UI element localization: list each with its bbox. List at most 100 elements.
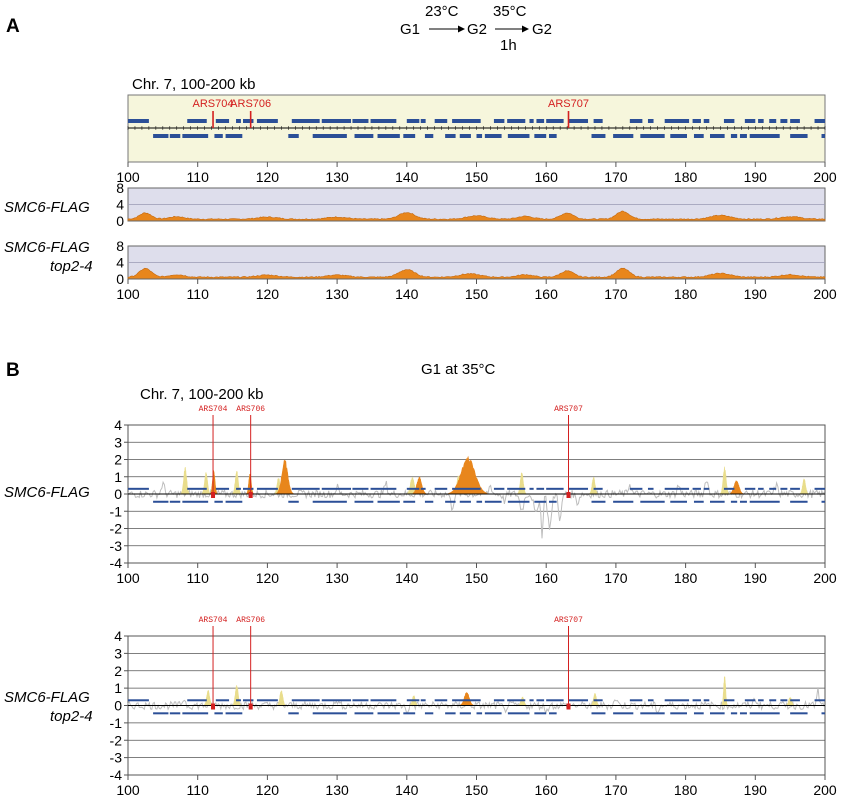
gene-crick: [730, 712, 738, 715]
smc6-flag-top2-4-ratio-plot: -4-3 -2-10 12 34 ARS704 ARS706 ARS707 100 110 120…: [110, 616, 837, 798]
gene-crick: [534, 500, 547, 503]
x-tick-label: 160: [535, 782, 559, 798]
gene-watson: [703, 699, 710, 702]
x-tick-label: 200: [813, 782, 837, 798]
x-tick-label: 100: [116, 570, 140, 586]
enriched-region-minor: [180, 466, 190, 495]
gene-crick: [403, 134, 416, 138]
gene-watson: [568, 699, 589, 702]
ars-origin-dot: [248, 703, 253, 710]
gene-watson: [370, 119, 397, 123]
x-tick-label: 120: [256, 782, 280, 798]
track-a2-label-line1: SMC6-FLAG: [4, 239, 90, 256]
enriched-region-minor: [785, 696, 795, 706]
y-tick-label: 0: [116, 271, 124, 287]
x-tick-label: 150: [465, 570, 489, 586]
coverage-area: [127, 210, 826, 222]
x-tick-label: 130: [325, 286, 349, 302]
gene-watson: [629, 487, 643, 490]
y-tick-label: -2: [110, 521, 123, 537]
gene-crick: [613, 712, 634, 715]
x-tick-label: 110: [187, 169, 210, 185]
ars-origin-dot: [211, 492, 216, 498]
gene-watson: [546, 119, 564, 123]
gene-crick: [693, 500, 704, 503]
scheme-g2-first: G2: [467, 21, 487, 38]
gene-crick: [670, 134, 687, 138]
gene-watson: [723, 699, 735, 702]
y-tick-label: 4: [116, 255, 124, 271]
gene-watson: [780, 699, 788, 702]
gene-watson: [493, 119, 505, 123]
gene-crick: [424, 500, 434, 503]
gene-crick: [548, 712, 557, 715]
y-tick-label: 3: [114, 645, 122, 661]
enriched-region-minor: [720, 466, 730, 495]
gene-watson: [703, 119, 710, 123]
gene-watson: [568, 119, 589, 123]
panel-a-label: A: [6, 16, 20, 37]
gene-watson: [758, 119, 764, 123]
gene-watson: [406, 487, 420, 490]
scheme-g2-second: G2: [532, 21, 552, 38]
gene-crick: [312, 134, 347, 138]
gene-watson: [321, 699, 352, 702]
gene-watson: [256, 119, 278, 123]
gene-watson: [236, 119, 241, 123]
gene-crick: [169, 712, 181, 715]
gene-watson: [420, 119, 426, 123]
gene-watson: [236, 487, 241, 490]
gene-crick: [445, 712, 456, 715]
x-tick-label: 100: [116, 286, 140, 302]
track-a1-label: SMC6-FLAG: [4, 199, 90, 216]
gene-watson: [434, 487, 448, 490]
gene-crick: [424, 134, 434, 138]
track-a2-label-line2: top2-4: [50, 258, 93, 275]
gene-watson: [370, 487, 397, 490]
gene-watson: [215, 487, 230, 490]
gene-crick: [548, 500, 557, 503]
x-tick-label: 120: [256, 169, 280, 185]
panel-b-region-label: Chr. 7, 100-200 kb: [140, 386, 263, 403]
enriched-region-minor: [203, 690, 213, 706]
panel-b-condition: G1 at 35°C: [421, 361, 496, 378]
ars-label: ARS706: [236, 405, 265, 414]
gene-watson: [291, 119, 320, 123]
gene-watson: [647, 699, 654, 702]
x-tick-label: 160: [535, 286, 559, 302]
gene-crick: [225, 500, 243, 503]
gene-crick: [182, 500, 209, 503]
x-tick-label: 170: [604, 286, 628, 302]
gene-watson: [493, 699, 505, 702]
gene-crick: [288, 134, 299, 138]
x-tick-label: 130: [325, 169, 349, 185]
gene-crick: [354, 134, 374, 138]
gene-crick: [354, 712, 374, 715]
ars-label: ARS706: [236, 616, 265, 625]
panel-b-label: B: [6, 360, 20, 381]
scheme-arrowhead-1: [458, 25, 465, 33]
gene-watson: [790, 119, 800, 123]
gene-crick: [739, 134, 747, 138]
gene-watson: [593, 699, 603, 702]
gene-watson: [536, 487, 545, 490]
x-tick-label: 190: [744, 782, 768, 798]
gene-crick: [424, 712, 434, 715]
gene-crick: [507, 500, 530, 503]
x-tick-label: 140: [395, 169, 419, 185]
y-tick-label: -1: [110, 503, 123, 519]
scheme-temp-1: 23°C: [425, 3, 459, 20]
gene-crick: [153, 500, 169, 503]
y-tick-label: 4: [114, 628, 122, 644]
x-tick-label: 190: [744, 570, 768, 586]
gene-crick: [790, 712, 808, 715]
gene-watson: [647, 119, 654, 123]
y-tick-label: 0: [114, 486, 122, 502]
gene-watson: [790, 487, 800, 490]
gene-crick: [821, 500, 825, 503]
y-tick-label: 1: [114, 680, 122, 696]
gene-crick: [214, 134, 223, 138]
gene-watson: [493, 487, 505, 490]
gene-crick: [534, 134, 547, 138]
scheme-g1: G1: [400, 21, 420, 38]
